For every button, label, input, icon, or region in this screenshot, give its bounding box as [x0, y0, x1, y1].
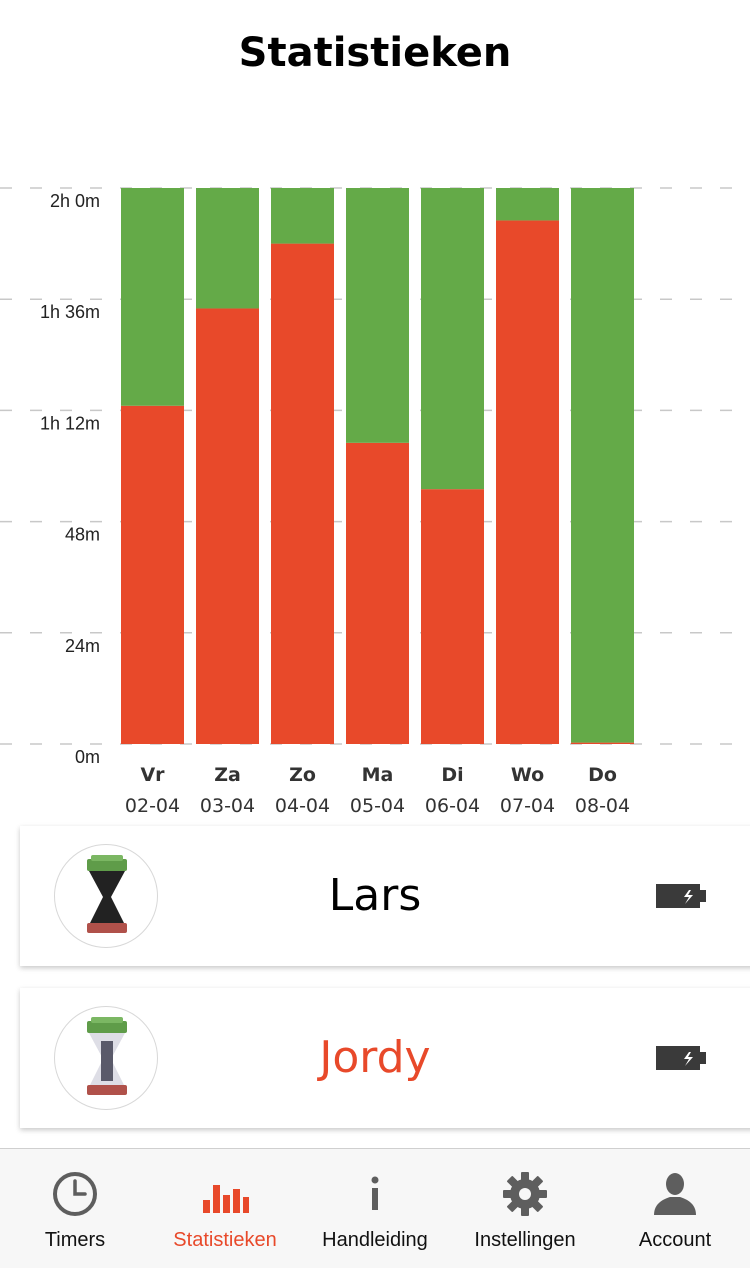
bar-segment-green	[571, 188, 634, 743]
tab-label: Instellingen	[474, 1229, 576, 1251]
device-name: Jordy	[319, 1032, 431, 1083]
tab-bar: Timers Statistieken Handleiding	[0, 1148, 750, 1268]
y-tick-label: 2h 0m	[50, 191, 100, 211]
x-date-label: 06-04	[425, 795, 480, 817]
tab-timers[interactable]: Timers	[0, 1149, 150, 1268]
bar-segment-green	[421, 188, 484, 490]
hourglass-light-icon	[87, 1017, 127, 1095]
x-day-label: Zo	[289, 764, 316, 786]
page-title: Statistieken	[238, 30, 512, 76]
tab-label: Statistieken	[173, 1229, 277, 1251]
x-day-label: Za	[214, 764, 241, 786]
hourglass-dark-icon	[87, 855, 127, 933]
info-icon	[371, 1176, 379, 1210]
device-avatar	[54, 1006, 158, 1110]
bar-segment-red	[421, 489, 484, 744]
tab-label: Handleiding	[322, 1229, 428, 1251]
y-tick-label: 1h 36m	[40, 302, 100, 322]
tab-statistieken[interactable]: Statistieken	[150, 1149, 300, 1268]
x-day-label: Vr	[140, 764, 165, 786]
x-date-label: 04-04	[275, 795, 330, 817]
battery-icon	[656, 1046, 706, 1070]
x-day-label: Wo	[511, 764, 544, 786]
battery-icon	[656, 884, 706, 908]
tab-label: Account	[638, 1229, 712, 1251]
bar-segment-green	[496, 188, 559, 221]
x-day-label: Do	[588, 764, 617, 786]
bar-segment-red	[121, 405, 184, 744]
bar-chart-icon	[203, 1185, 249, 1213]
y-tick-label: 24m	[65, 636, 100, 656]
bar-segment-green	[346, 188, 409, 443]
bar-segment-red	[271, 243, 334, 744]
x-date-label: 02-04	[125, 795, 180, 817]
x-date-label: 07-04	[500, 795, 555, 817]
x-day-label: Di	[441, 764, 463, 786]
device-card-lars[interactable]: Lars	[20, 826, 750, 966]
clock-icon	[53, 1172, 97, 1216]
user-icon	[654, 1173, 696, 1215]
x-date-label: 08-04	[575, 795, 630, 817]
tab-account[interactable]: Account	[600, 1149, 750, 1268]
bar-segment-green	[121, 188, 184, 406]
y-tick-label: 0m	[75, 747, 100, 767]
bar-segment-red	[496, 220, 559, 744]
bar-segment-green	[271, 188, 334, 244]
bar-segment-red	[346, 442, 409, 744]
device-name: Lars	[328, 870, 422, 921]
bar-segment-green	[196, 188, 259, 309]
bar-segment-red	[196, 308, 259, 744]
tab-handleiding[interactable]: Handleiding	[300, 1149, 450, 1268]
x-date-label: 05-04	[350, 795, 405, 817]
tab-instellingen[interactable]: Instellingen	[450, 1149, 600, 1268]
x-day-label: Ma	[362, 764, 394, 786]
y-tick-label: 48m	[65, 525, 100, 545]
x-date-label: 03-04	[200, 795, 255, 817]
statistics-chart: 0m 24m 48m 1h 12m 1h 36m 2h 0m Vr 02-04 Za 03-04 Z…	[0, 187, 750, 817]
gear-icon	[503, 1172, 547, 1216]
device-card-jordy[interactable]: Jordy	[20, 988, 750, 1128]
y-tick-label: 1h 12m	[40, 413, 100, 433]
bar-segment-red	[571, 742, 634, 744]
tab-label: Timers	[44, 1229, 106, 1251]
device-avatar	[54, 844, 158, 948]
